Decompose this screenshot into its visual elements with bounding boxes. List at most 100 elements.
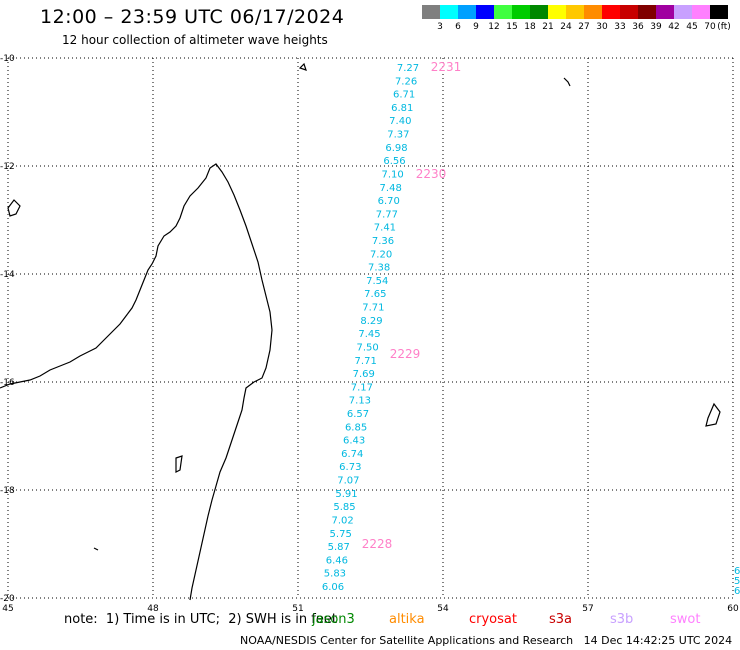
wave-height-label: 8.29 — [360, 316, 382, 327]
footer-credit: NOAA/NESDIS Center for Satellite Applica… — [240, 634, 733, 647]
legend-swatch — [548, 5, 566, 19]
legend-label: 42 — [668, 22, 680, 32]
wave-height-label: 7.65 — [364, 289, 386, 300]
wave-height-label: 6.06 — [322, 582, 344, 593]
legend-label: 15 — [506, 22, 518, 32]
legend-label: 12 — [488, 22, 500, 32]
legend-swatch — [638, 5, 656, 19]
latitude-label: -12 — [0, 162, 15, 172]
legend-label: 21 — [542, 22, 554, 32]
legend-swatch — [494, 5, 512, 19]
wave-height-label: 7.02 — [331, 515, 353, 526]
wave-height-label: 6.70 — [378, 196, 400, 207]
edge-height-label: 5 — [734, 576, 740, 587]
latitude-label: -14 — [0, 270, 15, 280]
map-subtitle: 12 hour collection of altimeter wave hei… — [62, 33, 328, 47]
longitude-label: 51 — [292, 604, 303, 614]
satellite-cryosat: cryosat — [469, 612, 517, 627]
wave-height-label: 7.27 — [397, 63, 419, 74]
wave-height-label: 7.48 — [380, 183, 402, 194]
coastline — [0, 62, 721, 601]
wave-height-label: 5.91 — [335, 489, 357, 500]
edge-height-label: 6 — [734, 566, 740, 577]
legend-swatch — [422, 5, 440, 19]
wave-height-label: 7.71 — [355, 356, 377, 367]
wave-height-label: 7.20 — [370, 249, 392, 260]
wave-height-label: 5.75 — [330, 529, 352, 540]
wave-height-label: 6.85 — [345, 422, 367, 433]
wave-height-label: 7.07 — [337, 476, 359, 487]
wave-height-label: 6.73 — [339, 462, 361, 473]
wave-height-label: 7.40 — [389, 116, 411, 127]
wave-height-label: 7.13 — [349, 396, 371, 407]
legend-swatch — [566, 5, 584, 19]
madagascar-coastline — [0, 163, 273, 601]
wave-height-label: 7.38 — [368, 263, 390, 274]
satellite-altika: altika — [389, 612, 425, 627]
wave-height-label: 7.71 — [362, 303, 384, 314]
longitude-label: 60 — [727, 604, 739, 614]
small-island — [175, 455, 183, 473]
reef-island — [298, 62, 307, 71]
islet — [93, 547, 99, 551]
edge-height-label: 6 — [734, 586, 740, 597]
legend-label: 36 — [632, 22, 644, 32]
legend-label: 27 — [578, 22, 590, 32]
satellite-jason3: jason3 — [312, 612, 355, 627]
wave-height-label: 6.81 — [391, 103, 413, 114]
wave-height-label: 6.71 — [393, 90, 415, 101]
legend-swatch — [602, 5, 620, 19]
satellite-s3b: s3b — [610, 612, 634, 627]
longitude-label: 48 — [147, 604, 159, 614]
legend-swatch — [440, 5, 458, 19]
legend-label: 70 — [704, 22, 716, 32]
legend-swatch — [710, 5, 728, 19]
note-text: note: 1) Time is in UTC; 2) SWH is in fe… — [64, 612, 337, 627]
pass-time-label: 2230 — [416, 167, 447, 181]
longitude-label: 57 — [582, 604, 593, 614]
wave-height-label: 7.50 — [356, 342, 378, 353]
longitude-label: 54 — [437, 604, 449, 614]
altimeter-track: 7.27 7.26 6.71 6.81 7.40 7.37 6.98 6.56 7.10 7.48… — [322, 60, 740, 597]
satellite-s3a: s3a — [549, 612, 573, 627]
wave-height-label: 7.37 — [387, 130, 409, 141]
pass-time-label: 2228 — [362, 537, 393, 551]
comoros-island — [7, 199, 21, 217]
legend-label: 3 — [437, 22, 443, 32]
pass-time-label: 2231 — [431, 60, 462, 74]
lat-lon-grid — [7, 57, 734, 599]
wave-height-label: 6.74 — [341, 449, 363, 460]
legend-label: 6 — [455, 22, 461, 32]
wave-height-label: 6.57 — [347, 409, 369, 420]
legend-swatch — [620, 5, 638, 19]
legend-label: 9 — [473, 22, 479, 32]
latitude-label: -16 — [0, 378, 15, 388]
legend-swatch — [656, 5, 674, 19]
wave-height-label: 6.56 — [383, 156, 405, 167]
latitude-label: -20 — [0, 594, 15, 604]
legend-swatch — [458, 5, 476, 19]
wave-height-label: 5.87 — [328, 542, 350, 553]
legend-swatch — [692, 5, 710, 19]
wave-height-label: 6.98 — [385, 143, 407, 154]
latitude-label: -10 — [0, 54, 15, 64]
legend-label: 24 — [560, 22, 572, 32]
wave-height-label: 7.69 — [353, 369, 375, 380]
latitude-label: -18 — [0, 486, 15, 496]
wave-height-label: 7.36 — [372, 236, 394, 247]
mauritius-island — [705, 402, 721, 427]
wave-height-label: 6.46 — [326, 555, 348, 566]
wave-height-label: 7.41 — [374, 223, 396, 234]
axis-labels: 45 48 51 54 57 60 -10 -12 -14 -16 -18 -20 — [0, 54, 739, 614]
legend-swatch — [674, 5, 692, 19]
legend-label: 33 — [614, 22, 626, 32]
legend-label: 39 — [650, 22, 662, 32]
legend-label: 45 — [686, 22, 698, 32]
wave-height-label: 7.26 — [395, 76, 417, 87]
legend-swatch — [476, 5, 494, 19]
wave-height-label: 7.54 — [366, 276, 388, 287]
reunion-island — [563, 77, 571, 87]
legend-unit: (ft) — [717, 22, 731, 32]
map-title: 12:00 – 23:59 UTC 06/17/2024 — [40, 6, 345, 28]
